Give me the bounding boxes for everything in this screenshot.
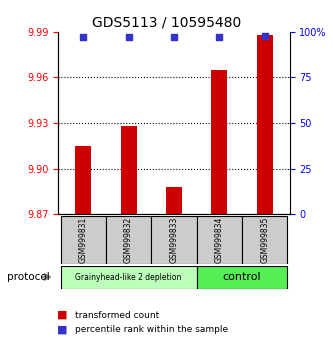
- Point: [126, 34, 131, 40]
- Text: transformed count: transformed count: [75, 310, 159, 320]
- Bar: [121, 126, 137, 214]
- Point: [171, 34, 177, 40]
- Point: [217, 34, 222, 40]
- Text: GSM999831: GSM999831: [79, 217, 88, 263]
- Text: GSM999832: GSM999832: [124, 217, 133, 263]
- Text: GSM999835: GSM999835: [260, 217, 269, 263]
- Bar: [257, 35, 273, 214]
- Point: [81, 34, 86, 40]
- Bar: [197, 266, 287, 289]
- Text: Grainyhead-like 2 depletion: Grainyhead-like 2 depletion: [76, 273, 182, 281]
- Bar: [151, 216, 197, 264]
- Bar: [211, 70, 227, 214]
- Bar: [242, 216, 287, 264]
- Bar: [166, 187, 182, 214]
- Bar: [61, 266, 197, 289]
- Bar: [61, 216, 106, 264]
- Text: percentile rank within the sample: percentile rank within the sample: [75, 325, 228, 334]
- Text: ■: ■: [57, 324, 67, 334]
- Bar: [197, 216, 242, 264]
- Text: GDS5113 / 10595480: GDS5113 / 10595480: [92, 16, 241, 30]
- Text: ■: ■: [57, 310, 67, 320]
- Text: control: control: [223, 272, 261, 282]
- Text: GSM999834: GSM999834: [215, 217, 224, 263]
- Bar: [75, 146, 91, 214]
- Text: protocol: protocol: [7, 272, 49, 282]
- Bar: [106, 216, 151, 264]
- Text: GSM999833: GSM999833: [169, 217, 178, 263]
- Point: [262, 33, 267, 38]
